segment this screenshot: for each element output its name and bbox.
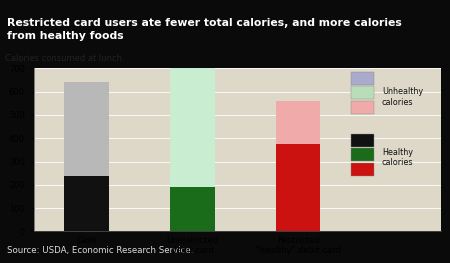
- Bar: [351, 86, 374, 99]
- Text: Source: USDA, Economic Research Service.: Source: USDA, Economic Research Service.: [7, 246, 193, 255]
- Bar: [351, 163, 374, 176]
- Bar: [276, 101, 320, 144]
- Text: Restricted card users ate fewer total calories, and more calories
from healthy f: Restricted card users ate fewer total ca…: [7, 18, 401, 41]
- Bar: [64, 175, 109, 231]
- Bar: [170, 187, 215, 231]
- Text: Unhealthy
calories: Unhealthy calories: [382, 87, 423, 107]
- Bar: [351, 72, 374, 85]
- Bar: [351, 101, 374, 114]
- Bar: [170, 68, 215, 187]
- Bar: [64, 82, 109, 175]
- Bar: [351, 134, 374, 147]
- Text: Calories consumed at lunch: Calories consumed at lunch: [5, 54, 122, 63]
- Text: Healthy
calories: Healthy calories: [382, 148, 414, 167]
- Bar: [351, 148, 374, 161]
- Bar: [276, 144, 320, 231]
